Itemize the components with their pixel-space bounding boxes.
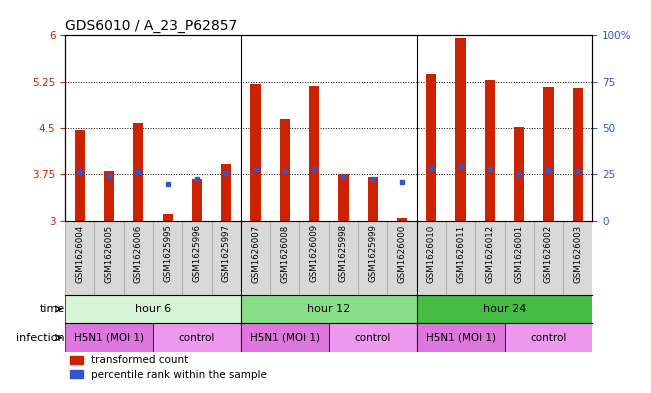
Text: GSM1625997: GSM1625997 [222,224,230,282]
Text: GSM1626008: GSM1626008 [281,224,289,283]
Text: GSM1625998: GSM1625998 [339,224,348,282]
Bar [153,323,241,352]
Bar [163,215,173,220]
Bar [485,80,495,220]
Text: GSM1625995: GSM1625995 [163,224,172,282]
Bar [456,39,465,220]
Bar [514,127,524,220]
Bar [65,323,153,352]
Text: H5N1 (MOI 1): H5N1 (MOI 1) [74,333,144,343]
Bar [309,86,319,220]
Bar [65,295,241,323]
Text: GSM1626006: GSM1626006 [134,224,143,283]
Bar [417,295,592,323]
Text: GSM1626012: GSM1626012 [486,224,494,283]
Bar [133,123,143,220]
Text: GSM1626011: GSM1626011 [456,224,465,283]
Text: GSM1625999: GSM1625999 [368,224,377,282]
Text: GSM1625996: GSM1625996 [193,224,201,282]
Text: GSM1626001: GSM1626001 [515,224,523,283]
Bar [573,88,583,220]
Text: hour 24: hour 24 [483,304,526,314]
Text: GSM1626000: GSM1626000 [398,224,406,283]
Bar [192,179,202,220]
Legend: transformed count, percentile rank within the sample: transformed count, percentile rank withi… [70,355,267,380]
Text: GDS6010 / A_23_P62857: GDS6010 / A_23_P62857 [65,19,238,33]
Bar [339,174,348,220]
Bar [221,164,231,220]
Text: control: control [355,333,391,343]
Text: time: time [40,304,65,314]
Bar [104,171,114,220]
Text: GSM1626002: GSM1626002 [544,224,553,283]
Bar [426,74,436,220]
Text: GSM1626007: GSM1626007 [251,224,260,283]
Text: control: control [531,333,566,343]
Text: H5N1 (MOI 1): H5N1 (MOI 1) [250,333,320,343]
Bar [397,218,407,220]
Text: control: control [179,333,215,343]
Text: hour 6: hour 6 [135,304,171,314]
Text: GSM1626010: GSM1626010 [427,224,436,283]
Text: GSM1626004: GSM1626004 [76,224,84,283]
Text: GSM1626005: GSM1626005 [105,224,113,283]
Bar [241,295,417,323]
Bar [417,323,505,352]
Text: GSM1626003: GSM1626003 [574,224,582,283]
Bar [544,86,553,220]
Bar [505,323,592,352]
Bar [280,119,290,220]
Bar [329,323,417,352]
Text: infection: infection [16,333,65,343]
Bar [251,84,260,220]
Text: hour 12: hour 12 [307,304,350,314]
Bar [368,177,378,220]
Text: H5N1 (MOI 1): H5N1 (MOI 1) [426,333,495,343]
Bar [241,323,329,352]
Text: GSM1626009: GSM1626009 [310,224,318,283]
Bar [75,130,85,220]
